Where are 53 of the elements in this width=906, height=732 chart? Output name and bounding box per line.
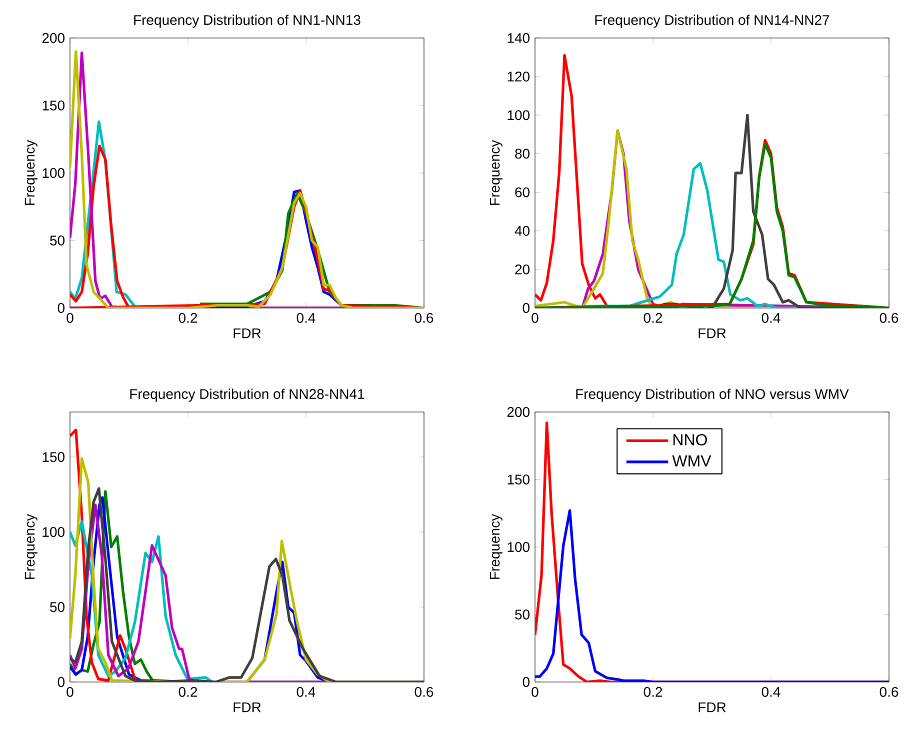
x-tick-label: 0.4	[296, 686, 316, 697]
y-tick-label: 150	[508, 474, 530, 484]
y-tick-label: 50	[50, 602, 65, 612]
y-tick-label: 120	[508, 72, 530, 82]
x-axis-title: FDR	[234, 702, 261, 712]
x-tick-label: 0.6	[414, 686, 434, 697]
chart-title: Frequency Distribution of NN1-NN13	[134, 14, 360, 28]
y-tick-label: 150	[42, 452, 65, 462]
x-tick-label: 0	[532, 312, 538, 323]
x-axis-title: FDR	[698, 702, 726, 712]
y-tick-label: 0	[522, 677, 530, 687]
y-tick-label: 20	[515, 264, 530, 274]
legend-label: WMV	[672, 455, 712, 466]
y-tick-label: 80	[515, 148, 530, 159]
y-tick-label: 40	[514, 226, 530, 236]
y-axis-title: Frequency	[490, 140, 502, 205]
x-tick-label: 0.6	[414, 312, 434, 323]
y-tick-label: 140	[508, 33, 530, 43]
legend-label: NNO	[673, 434, 707, 446]
x-tick-label: 0.4	[762, 312, 780, 323]
y-tick-label: 100	[508, 110, 530, 120]
x-tick-label: 0.6	[880, 686, 898, 697]
y-tick-label: 100	[42, 168, 65, 178]
x-tick-label: 0.2	[178, 312, 198, 323]
chart-title: Frequency Distribution of NN28-NN41	[130, 388, 364, 402]
chart-title: Frequency Distribution of NN14-NN27	[595, 14, 830, 28]
y-tick-label: 50	[50, 236, 65, 246]
y-axis-title: Frequency	[24, 514, 38, 579]
x-tick-label: 0.2	[644, 312, 662, 323]
y-tick-label: 0	[58, 303, 65, 313]
y-tick-label: 100	[508, 542, 530, 552]
x-tick-label: 0.4	[296, 312, 316, 323]
y-tick-label: 100	[42, 527, 65, 537]
x-axis-title: FDR	[698, 328, 726, 338]
y-tick-label: 200	[42, 33, 65, 43]
x-tick-label: 0	[66, 312, 74, 323]
y-tick-label: 0	[58, 677, 65, 687]
y-tick-label: 200	[507, 407, 530, 417]
chart-title: Frequency Distribution of NNO versus WMV	[576, 388, 849, 402]
x-tick-label: 0.2	[644, 686, 662, 697]
x-tick-label: 0.2	[178, 686, 198, 697]
y-tick-label: 150	[42, 100, 65, 110]
y-axis-title: Frequency	[490, 514, 502, 579]
line-series	[535, 509, 890, 682]
y-tick-label: 0	[522, 303, 530, 313]
y-tick-label: 60	[515, 187, 530, 198]
x-tick-label: 0.6	[880, 312, 898, 323]
x-axis-title: FDR	[234, 328, 261, 338]
y-tick-label: 50	[515, 610, 530, 620]
x-tick-label: 0.4	[762, 686, 780, 697]
y-axis-title: Frequency	[24, 140, 38, 205]
x-tick-label: 0	[66, 686, 74, 697]
x-tick-label: 0	[532, 686, 538, 697]
